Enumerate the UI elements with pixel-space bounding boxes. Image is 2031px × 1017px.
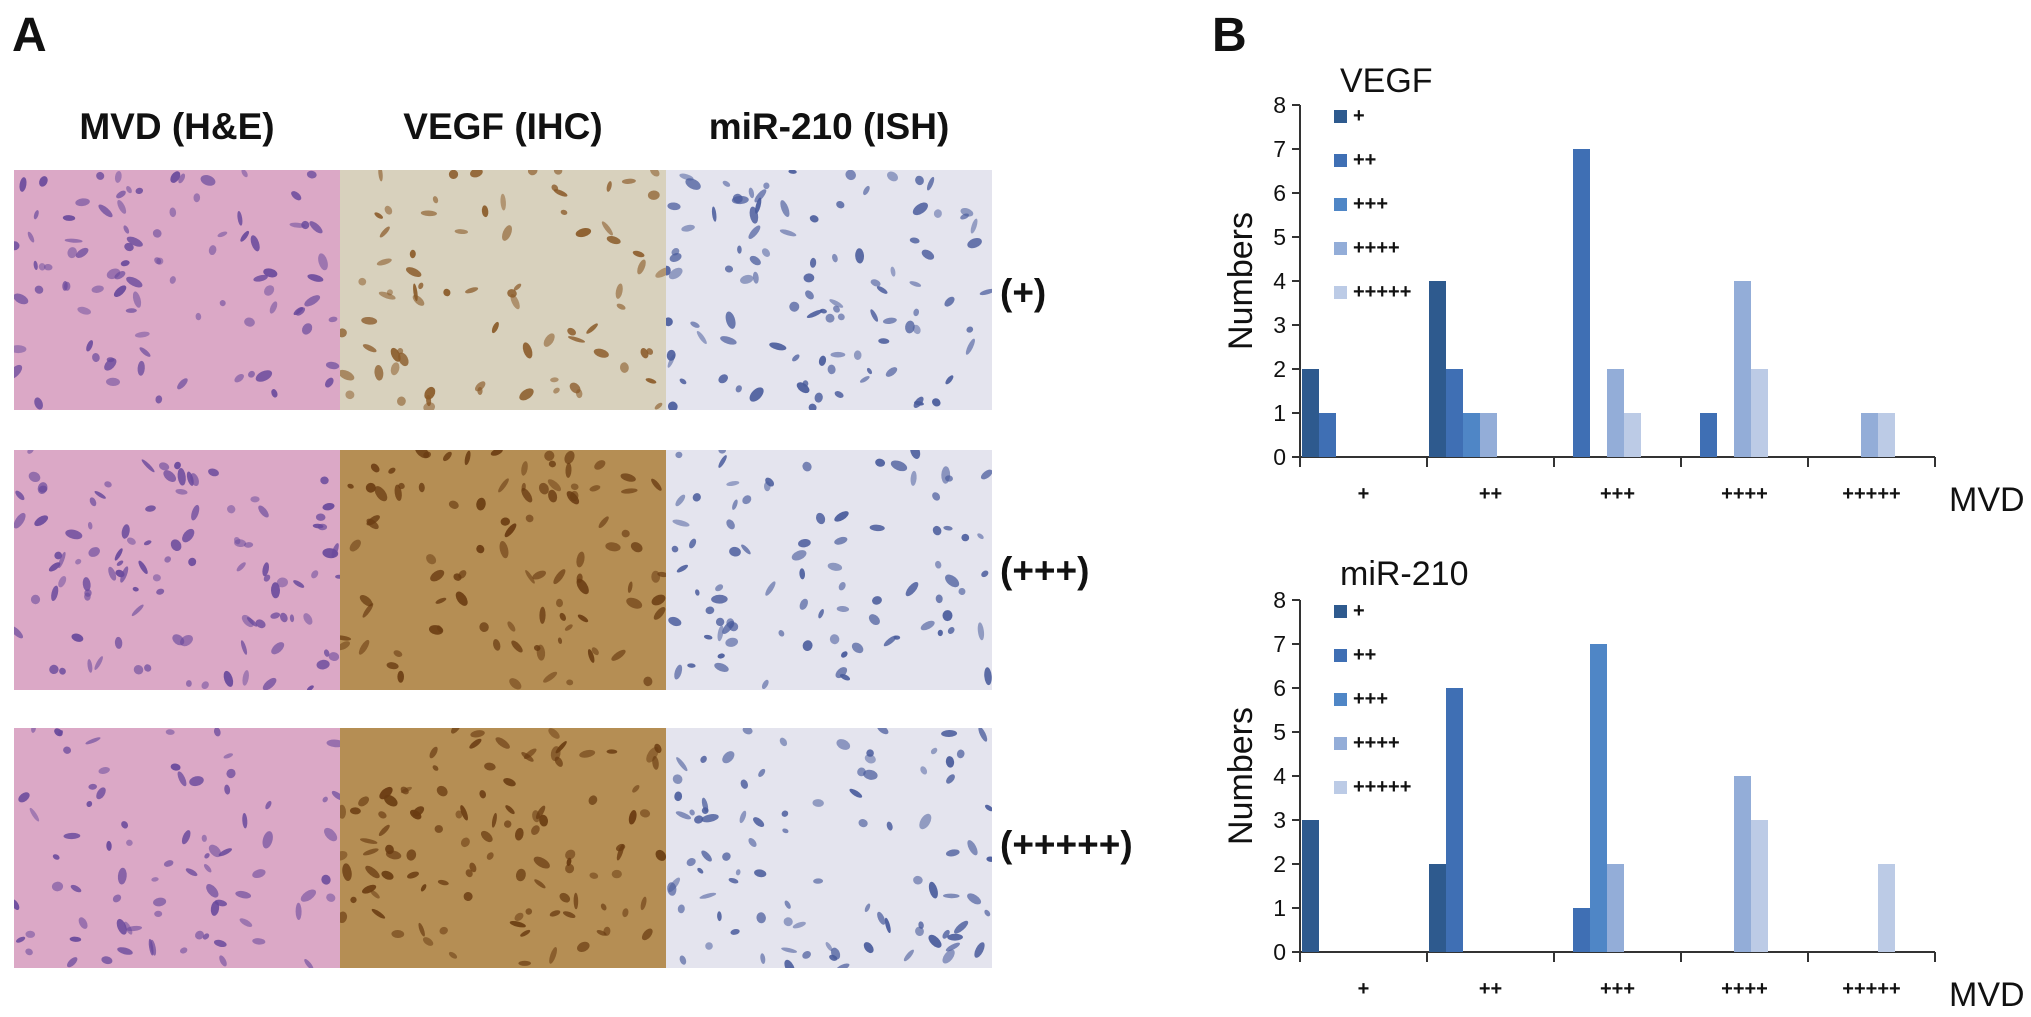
legend-label: +++++ xyxy=(1353,776,1411,798)
legend-label: ++ xyxy=(1353,149,1376,171)
x-tick-label: +++ xyxy=(1600,483,1635,505)
y-tick-label: 8 xyxy=(1273,587,1286,613)
column-header-vegf: VEGF (IHC) xyxy=(403,106,603,147)
x-tick-label: +++++ xyxy=(1842,483,1900,505)
x-tick-label: +++++ xyxy=(1842,978,1900,1000)
legend-swatch xyxy=(1334,649,1347,662)
y-tick-label: 6 xyxy=(1273,675,1286,701)
bar xyxy=(1463,413,1480,457)
y-tick-label: 6 xyxy=(1273,180,1286,206)
grade-label-low: (+) xyxy=(1000,272,1047,313)
bar xyxy=(1429,281,1446,457)
he-stain-micrograph xyxy=(14,450,340,690)
x-tick-label: + xyxy=(1358,978,1370,1000)
y-tick-label: 3 xyxy=(1273,807,1286,833)
bar xyxy=(1607,369,1624,457)
legend-swatch xyxy=(1334,198,1347,211)
legend-swatch xyxy=(1334,110,1347,123)
x-tick-label: +++ xyxy=(1600,978,1635,1000)
x-tick-label: ++ xyxy=(1479,483,1502,505)
x-tick-label: ++++ xyxy=(1721,978,1768,1000)
legend-label: + xyxy=(1353,105,1365,127)
y-tick-label: 5 xyxy=(1273,224,1286,250)
bar xyxy=(1624,413,1641,457)
bar xyxy=(1429,864,1446,952)
bar xyxy=(1734,281,1751,457)
legend-swatch xyxy=(1334,242,1347,255)
y-tick-label: 3 xyxy=(1273,312,1286,338)
y-tick-label: 4 xyxy=(1273,268,1286,294)
y-axis-label: Numbers xyxy=(1222,707,1260,845)
bar xyxy=(1446,369,1463,457)
bar xyxy=(1302,820,1319,952)
bar xyxy=(1446,688,1463,952)
vegf-ihc-micrograph xyxy=(340,170,666,410)
legend-swatch xyxy=(1334,737,1347,750)
y-tick-label: 2 xyxy=(1273,851,1286,877)
bar xyxy=(1700,413,1717,457)
y-tick-label: 5 xyxy=(1273,719,1286,745)
legend-swatch xyxy=(1334,286,1347,299)
bar xyxy=(1573,908,1590,952)
y-tick-label: 0 xyxy=(1273,444,1286,470)
y-tick-label: 2 xyxy=(1273,356,1286,382)
bar xyxy=(1751,820,1768,952)
legend-label: ++++ xyxy=(1353,732,1400,754)
he-stain-micrograph xyxy=(14,170,340,410)
x-tick-label: ++++ xyxy=(1721,483,1768,505)
grade-label-mid: (+++) xyxy=(1000,550,1090,591)
bar xyxy=(1607,864,1624,952)
grade-label-high: (+++++) xyxy=(1000,824,1133,865)
legend-label: ++ xyxy=(1353,644,1376,666)
bar xyxy=(1302,369,1319,457)
y-tick-label: 0 xyxy=(1273,939,1286,965)
chart-title: VEGF xyxy=(1340,62,1433,100)
vegf-ihc-micrograph xyxy=(340,450,666,690)
y-tick-label: 4 xyxy=(1273,763,1286,789)
x-tick-label: + xyxy=(1358,483,1370,505)
x-axis-label: MVD xyxy=(1949,976,2025,1014)
mir210-ish-micrograph xyxy=(666,170,992,410)
y-tick-label: 8 xyxy=(1273,92,1286,118)
y-axis-label: Numbers xyxy=(1222,212,1260,350)
bar xyxy=(1319,413,1336,457)
y-tick-label: 1 xyxy=(1273,400,1286,426)
he-stain-micrograph xyxy=(14,728,340,968)
legend-label: ++++ xyxy=(1353,237,1400,259)
bar xyxy=(1861,413,1878,457)
legend-swatch xyxy=(1334,693,1347,706)
y-tick-label: 7 xyxy=(1273,631,1286,657)
panel-a-letter: A xyxy=(12,9,47,62)
column-header-mir210: miR-210 (ISH) xyxy=(708,106,950,147)
column-header-mvd: MVD (H&E) xyxy=(79,106,275,147)
bar xyxy=(1590,644,1607,952)
bar xyxy=(1878,413,1895,457)
vegf-ihc-micrograph xyxy=(340,728,666,968)
bar xyxy=(1573,149,1590,457)
bar xyxy=(1480,413,1497,457)
x-axis-label: MVD xyxy=(1949,481,2025,519)
legend-label: + xyxy=(1353,600,1365,622)
bar xyxy=(1751,369,1768,457)
chart-title: miR-210 xyxy=(1340,555,1468,593)
legend-label: +++ xyxy=(1353,688,1388,710)
legend-swatch xyxy=(1334,154,1347,167)
legend-swatch xyxy=(1334,605,1347,618)
mir210-ish-micrograph xyxy=(666,450,992,690)
y-tick-label: 7 xyxy=(1273,136,1286,162)
x-tick-label: ++ xyxy=(1479,978,1502,1000)
panel-b-letter: B xyxy=(1212,9,1247,62)
bar xyxy=(1878,864,1895,952)
legend-swatch xyxy=(1334,781,1347,794)
bar xyxy=(1734,776,1751,952)
y-tick-label: 1 xyxy=(1273,895,1286,921)
legend-label: +++ xyxy=(1353,193,1388,215)
mir210-ish-micrograph xyxy=(666,728,992,968)
legend-label: +++++ xyxy=(1353,281,1411,303)
